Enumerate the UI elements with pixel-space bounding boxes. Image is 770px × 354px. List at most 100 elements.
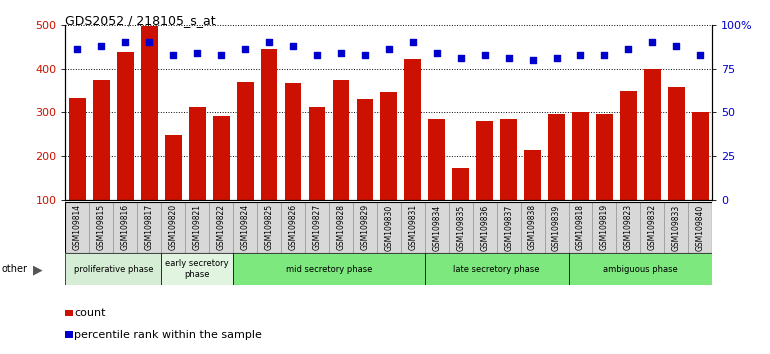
Bar xyxy=(380,92,397,200)
Point xyxy=(143,40,156,45)
Text: GSM109815: GSM109815 xyxy=(97,204,106,251)
Text: early secretory
phase: early secretory phase xyxy=(166,259,229,279)
Text: GSM109814: GSM109814 xyxy=(73,204,82,251)
Bar xyxy=(113,202,137,253)
Text: proliferative phase: proliferative phase xyxy=(74,264,153,274)
Text: GSM109837: GSM109837 xyxy=(504,204,513,251)
Text: GSM109819: GSM109819 xyxy=(600,204,609,251)
Bar xyxy=(165,135,182,200)
Bar xyxy=(692,112,708,200)
Bar xyxy=(261,49,277,200)
Bar xyxy=(404,59,421,200)
Point xyxy=(503,55,515,61)
Bar xyxy=(572,113,589,200)
Bar xyxy=(521,202,544,253)
Bar xyxy=(548,114,565,200)
Bar xyxy=(69,98,85,200)
Bar xyxy=(428,119,445,200)
Text: GSM109824: GSM109824 xyxy=(240,204,249,251)
Bar xyxy=(568,253,712,285)
Text: GSM109826: GSM109826 xyxy=(289,204,297,251)
Bar xyxy=(688,202,712,253)
Point xyxy=(167,52,179,57)
Bar xyxy=(665,202,688,253)
Bar xyxy=(329,202,353,253)
Bar xyxy=(620,91,637,200)
Bar xyxy=(425,202,449,253)
Text: GSM109828: GSM109828 xyxy=(336,204,346,250)
Text: GSM109827: GSM109827 xyxy=(313,204,322,251)
Bar xyxy=(333,80,350,200)
Text: GSM109817: GSM109817 xyxy=(145,204,154,251)
Point xyxy=(335,50,347,56)
Bar xyxy=(213,116,229,200)
Text: GSM109823: GSM109823 xyxy=(624,204,633,251)
Bar xyxy=(425,253,568,285)
Bar xyxy=(452,168,469,200)
Bar xyxy=(257,202,281,253)
Text: GSM109830: GSM109830 xyxy=(384,204,393,251)
Text: GSM109821: GSM109821 xyxy=(192,204,202,250)
Bar xyxy=(401,202,425,253)
Point xyxy=(215,52,227,57)
Text: GDS2052 / 218105_s_at: GDS2052 / 218105_s_at xyxy=(65,14,216,27)
Bar xyxy=(186,202,209,253)
Bar xyxy=(473,202,497,253)
Point xyxy=(551,55,563,61)
Bar xyxy=(236,82,253,200)
Bar xyxy=(233,202,257,253)
Text: GSM109835: GSM109835 xyxy=(456,204,465,251)
Bar xyxy=(309,107,326,200)
Text: GSM109820: GSM109820 xyxy=(169,204,178,251)
Bar xyxy=(592,202,617,253)
Point xyxy=(119,40,132,45)
Text: GSM109839: GSM109839 xyxy=(552,204,561,251)
Point xyxy=(646,40,658,45)
Point xyxy=(694,52,706,57)
Text: late secretory phase: late secretory phase xyxy=(454,264,540,274)
Text: mid secretory phase: mid secretory phase xyxy=(286,264,372,274)
Point xyxy=(574,52,587,57)
Text: GSM109825: GSM109825 xyxy=(265,204,273,251)
Bar xyxy=(89,202,113,253)
Bar xyxy=(189,107,206,200)
Point xyxy=(263,40,275,45)
Bar xyxy=(544,202,568,253)
Bar xyxy=(353,202,377,253)
Bar xyxy=(668,87,685,200)
Text: GSM109838: GSM109838 xyxy=(528,204,537,251)
Bar xyxy=(524,150,541,200)
Text: ▶: ▶ xyxy=(33,264,43,276)
Bar xyxy=(65,253,161,285)
Point xyxy=(191,50,203,56)
Bar xyxy=(377,202,401,253)
Bar xyxy=(305,202,329,253)
Text: count: count xyxy=(75,308,106,318)
Bar xyxy=(497,202,521,253)
Bar xyxy=(161,253,233,285)
Point xyxy=(430,50,443,56)
Text: ambiguous phase: ambiguous phase xyxy=(603,264,678,274)
Bar xyxy=(141,26,158,200)
Text: GSM109816: GSM109816 xyxy=(121,204,130,251)
Text: GSM109831: GSM109831 xyxy=(408,204,417,251)
Text: GSM109822: GSM109822 xyxy=(216,204,226,250)
Point xyxy=(622,46,634,52)
Bar xyxy=(117,52,134,200)
Bar xyxy=(281,202,305,253)
Bar xyxy=(617,202,641,253)
Point xyxy=(311,52,323,57)
Point xyxy=(359,52,371,57)
Bar xyxy=(285,84,301,200)
Bar xyxy=(644,69,661,200)
Text: other: other xyxy=(2,264,28,274)
Bar xyxy=(161,202,186,253)
Bar xyxy=(209,202,233,253)
Text: GSM109840: GSM109840 xyxy=(696,204,705,251)
Text: GSM109836: GSM109836 xyxy=(480,204,489,251)
Point xyxy=(478,52,490,57)
Point xyxy=(72,46,84,52)
Bar xyxy=(233,253,425,285)
Point xyxy=(239,46,251,52)
Point xyxy=(527,57,539,63)
